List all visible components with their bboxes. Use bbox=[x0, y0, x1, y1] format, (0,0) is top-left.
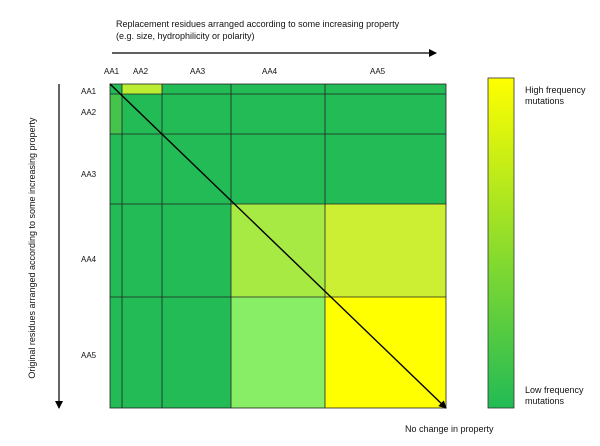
diagonal-arrow bbox=[109, 83, 447, 409]
column-label-aa2: AA2 bbox=[133, 67, 149, 76]
cell-aa2-aa1 bbox=[110, 94, 122, 134]
cell-aa5-aa4 bbox=[231, 297, 325, 408]
cell-aa1-aa2 bbox=[122, 84, 162, 94]
column-label-aa5: AA5 bbox=[370, 67, 386, 76]
legend-low-line2: mutations bbox=[525, 396, 565, 406]
cell-aa4-aa4 bbox=[231, 204, 325, 297]
row-label-aa2: AA2 bbox=[81, 108, 97, 117]
top-axis-label-line1: Replacement residues arranged according … bbox=[116, 19, 400, 29]
diagonal-label: No change in property bbox=[405, 424, 494, 434]
legend-gradient-bar bbox=[487, 77, 515, 409]
column-label-aa3: AA3 bbox=[190, 67, 206, 76]
row-label-aa3: AA3 bbox=[81, 170, 97, 179]
grid-lines bbox=[109, 83, 447, 409]
top-axis-label-line2: (e.g. size, hydrophilicity or polarity) bbox=[116, 31, 255, 41]
cell-aa4-aa5 bbox=[325, 204, 446, 297]
legend-low-line1: Low frequency bbox=[525, 385, 584, 395]
row-label-aa4: AA4 bbox=[81, 255, 97, 264]
left-axis-label: Original residues arranged according to … bbox=[27, 117, 37, 379]
row-label-aa1: AA1 bbox=[81, 87, 97, 96]
column-label-aa1: AA1 bbox=[104, 67, 120, 76]
legend-high-line1: High frequency bbox=[525, 85, 586, 95]
row-label-aa5: AA5 bbox=[81, 351, 97, 360]
column-label-aa4: AA4 bbox=[262, 67, 278, 76]
legend-high-line2: mutations bbox=[525, 96, 565, 106]
